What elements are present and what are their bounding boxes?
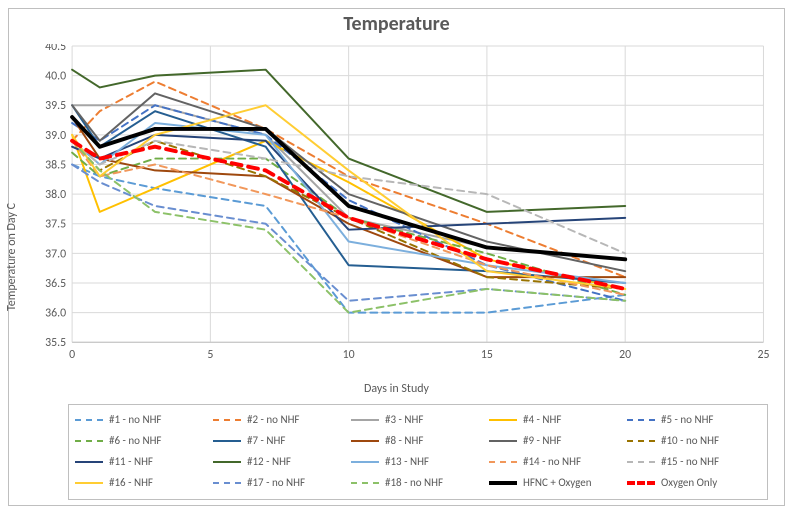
legend-swatch [351, 419, 379, 421]
legend-swatch [627, 481, 655, 485]
legend-swatch [627, 419, 655, 421]
legend-swatch [75, 419, 103, 421]
legend-item: #16 - NHF [75, 476, 209, 489]
legend-swatch [489, 419, 517, 421]
legend-label: #16 - NHF [109, 476, 153, 489]
legend-item: #12 - NHF [213, 455, 347, 468]
svg-text:20: 20 [619, 348, 631, 362]
legend-label: #4 - NHF [523, 413, 561, 426]
svg-text:38.0: 38.0 [45, 188, 66, 202]
legend-swatch [351, 482, 379, 484]
svg-text:36.5: 36.5 [45, 277, 66, 291]
legend-item: #13 - NHF [351, 455, 485, 468]
legend-item: #2 - no NHF [213, 413, 347, 426]
legend-item: #4 - NHF [489, 413, 623, 426]
legend-swatch [213, 440, 241, 442]
legend-item: #10 - no NHF [627, 434, 761, 447]
svg-text:5: 5 [207, 348, 213, 362]
legend-label: #1 - no NHF [109, 413, 161, 426]
legend-swatch [213, 482, 241, 484]
legend-label: Oxygen Only [661, 476, 717, 489]
legend-swatch [489, 440, 517, 442]
legend-label: #10 - no NHF [661, 434, 719, 447]
legend-label: #13 - NHF [385, 455, 429, 468]
svg-text:39.0: 39.0 [45, 129, 66, 143]
legend-label: #6 - no NHF [109, 434, 161, 447]
svg-text:37.0: 37.0 [45, 247, 66, 261]
legend-label: #17 - no NHF [247, 476, 305, 489]
plot-area: 35.536.036.537.037.538.038.539.039.540.0… [68, 44, 768, 344]
svg-text:40.5: 40.5 [45, 44, 66, 54]
chart-container: Temperature Temperature on Day C 35.5 36.… [0, 0, 793, 514]
legend-label: #12 - NHF [247, 455, 291, 468]
legend-label: #11 - NHF [109, 455, 153, 468]
legend-item: #3 - NHF [351, 413, 485, 426]
svg-text:35.5: 35.5 [45, 336, 66, 350]
svg-text:25: 25 [757, 348, 769, 362]
legend-label: HFNC + Oxygen [523, 476, 592, 489]
legend-item: #11 - NHF [75, 455, 209, 468]
svg-text:39.5: 39.5 [45, 99, 66, 113]
legend-item: #7 - NHF [213, 434, 347, 447]
svg-text:10: 10 [343, 348, 355, 362]
legend-item: #1 - no NHF [75, 413, 209, 426]
legend-label: #8 - NHF [385, 434, 423, 447]
y-axis-label: Temperature on Day C [5, 203, 19, 311]
svg-text:0: 0 [69, 348, 75, 362]
legend-swatch [489, 481, 517, 485]
legend-swatch [351, 440, 379, 442]
x-axis-label: Days in Study [0, 382, 793, 396]
legend-swatch [75, 482, 103, 484]
legend-swatch [489, 461, 517, 463]
legend-swatch [627, 461, 655, 463]
legend-swatch [213, 419, 241, 421]
legend-label: #9 - NHF [523, 434, 561, 447]
legend-item: Oxygen Only [627, 476, 761, 489]
legend-label: #5 - no NHF [661, 413, 713, 426]
legend-item: #17 - no NHF [213, 476, 347, 489]
legend-label: #18 - no NHF [385, 476, 443, 489]
plot-svg: 35.5 36.0 36.5 37.0 37.5 38.0 38.5 39.0 39.5 40.0… [28, 44, 772, 364]
legend-label: #15 - no NHF [661, 455, 719, 468]
legend-label: #14 - no NHF [523, 455, 581, 468]
legend-item: #5 - no NHF [627, 413, 761, 426]
legend-swatch [75, 461, 103, 463]
legend-item: #9 - NHF [489, 434, 623, 447]
legend: #1 - no NHF #2 - no NHF #3 - NHF #4 - NHF #5… [68, 404, 768, 500]
svg-text:37.5: 37.5 [45, 218, 66, 232]
legend-item: #18 - no NHF [351, 476, 485, 489]
legend-swatch [351, 461, 379, 463]
legend-item: #6 - no NHF [75, 434, 209, 447]
svg-text:38.5: 38.5 [45, 158, 66, 172]
svg-text:36.0: 36.0 [45, 307, 66, 321]
svg-text:15: 15 [481, 348, 493, 362]
legend-item: HFNC + Oxygen [489, 476, 623, 489]
legend-item: #15 - no NHF [627, 455, 761, 468]
legend-label: #2 - no NHF [247, 413, 299, 426]
legend-swatch [75, 440, 103, 442]
legend-label: #7 - NHF [247, 434, 285, 447]
legend-item: #8 - NHF [351, 434, 485, 447]
legend-item: #14 - no NHF [489, 455, 623, 468]
chart-title: Temperature [0, 12, 793, 36]
legend-label: #3 - NHF [385, 413, 423, 426]
svg-text:40.0: 40.0 [45, 70, 66, 84]
legend-swatch [627, 440, 655, 442]
legend-swatch [213, 461, 241, 463]
